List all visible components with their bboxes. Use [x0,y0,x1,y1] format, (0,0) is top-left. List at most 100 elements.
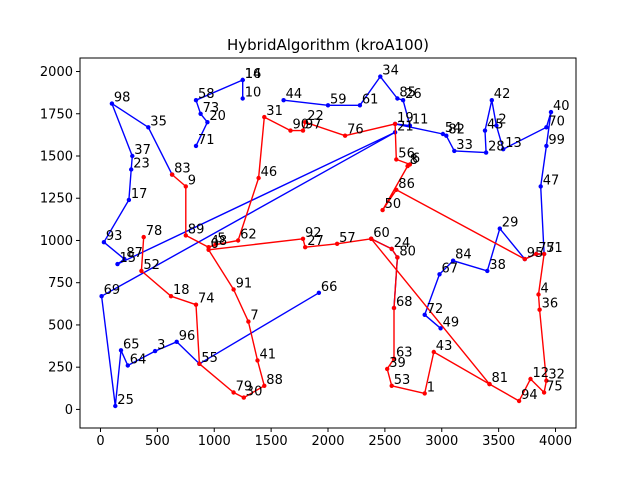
red-node-marker-31 [262,114,267,120]
y-tick-label-1750: 1750 [40,107,73,122]
red-node-marker-77 [534,251,539,257]
blue-node-marker-42 [489,98,494,103]
blue-node-marker-66 [316,290,322,295]
blue-node-marker-15 [115,261,120,267]
node-label-19: 19 [397,111,414,126]
node-label-44: 44 [286,87,303,102]
node-label-78: 78 [146,224,163,239]
blue-node-marker-87 [122,256,127,262]
node-label-28: 28 [488,140,505,155]
blue-node-marker-65 [118,348,124,353]
node-label-72: 72 [427,302,444,317]
node-label-17: 17 [131,187,148,202]
blue-node-marker-45 [482,128,488,133]
node-label-11: 11 [412,113,429,128]
red-node-marker-51 [541,251,547,257]
node-label-68: 68 [396,295,413,310]
chart-title: HybridAlgorithm (kroA100) [227,36,429,54]
node-label-34: 34 [382,64,399,79]
blue-node-marker-10 [240,96,245,101]
node-label-81: 81 [492,371,509,386]
node-label-76: 76 [347,123,364,138]
blue-node-marker-99 [544,143,549,149]
node-label-95: 95 [527,246,544,261]
blue-node-marker-13 [501,147,506,152]
blue-node-marker-49 [438,326,443,331]
red-node-marker-43 [431,349,436,355]
node-label-23: 23 [133,157,150,172]
x-tick-label-3000: 3000 [425,434,458,449]
blue-node-marker-58 [193,98,199,103]
x-tick-label-1000: 1000 [198,434,231,449]
red-node-marker-0 [206,247,211,252]
red-node-marker-86 [394,187,399,192]
blue-node-marker-98 [109,101,115,106]
blue-node-marker-70 [544,125,549,130]
red-node-marker-22 [303,120,308,125]
node-label-27: 27 [307,234,324,249]
blue-node-marker-38 [485,268,490,274]
node-label-10: 10 [245,86,262,101]
node-label-48: 48 [211,234,228,249]
node-label-41: 41 [260,347,277,362]
red-node-marker-74 [193,302,199,307]
node-label-75: 75 [546,380,563,395]
node-label-35: 35 [150,114,167,129]
node-label-56: 56 [398,146,415,161]
x-tick-label-2000: 2000 [311,434,344,449]
blue-node-marker-26 [400,98,406,103]
node-label-91: 91 [236,277,253,292]
node-label-15: 15 [120,251,137,266]
node-label-87: 87 [126,246,143,261]
y-tick-label-1500: 1500 [40,149,73,164]
node-label-29: 29 [502,216,519,231]
blue-node-marker-72 [422,312,427,317]
red-node-marker-8 [405,163,410,169]
blue-node-marker-73 [198,111,203,117]
blue-node-marker-69 [99,294,104,299]
y-tick-label-0: 0 [65,403,73,418]
node-label-96: 96 [179,329,196,344]
blue-node-marker-20 [205,120,210,125]
blue-node-marker-25 [113,403,118,409]
node-label-21: 21 [397,119,414,134]
red-node-marker-75 [541,390,547,395]
node-label-51: 51 [546,241,563,256]
node-label-63: 63 [396,346,413,361]
red-node-marker-88 [262,383,267,388]
node-label-43: 43 [436,339,453,354]
red-node-marker-78 [141,234,146,240]
node-label-74: 74 [198,292,215,307]
node-label-7: 7 [250,309,258,324]
red-node-marker-91 [231,287,236,292]
blue-node-marker-37 [130,153,135,159]
y-tick-label-500: 500 [48,318,73,333]
red-node-marker-62 [235,238,241,243]
node-label-61: 61 [362,92,379,107]
blue-node-marker-11 [407,123,413,128]
node-label-64: 64 [130,353,147,368]
y-tick-label-750: 750 [48,276,73,291]
node-label-32: 32 [548,368,565,383]
node-label-36: 36 [542,297,559,312]
node-label-69: 69 [104,283,121,298]
node-label-40: 40 [553,99,570,114]
x-tick-label-2500: 2500 [368,434,401,449]
node-label-47: 47 [543,173,560,188]
red-node-marker-41 [255,358,260,363]
node-label-92: 92 [305,226,322,241]
blue-node-marker-23 [129,167,134,172]
blue-node-marker-44 [281,98,286,103]
blue-node-marker-28 [483,150,489,155]
blue-node-marker-64 [125,363,130,368]
red-node-marker-1 [422,391,427,396]
node-label-9: 9 [188,173,196,188]
red-node-marker-83 [169,172,175,177]
node-label-0: 0 [211,237,219,252]
red-node-marker-52 [139,268,144,274]
red-node-marker-76 [342,133,348,138]
y-tick-label-2000: 2000 [40,65,73,80]
red-node-marker-55 [197,361,202,366]
